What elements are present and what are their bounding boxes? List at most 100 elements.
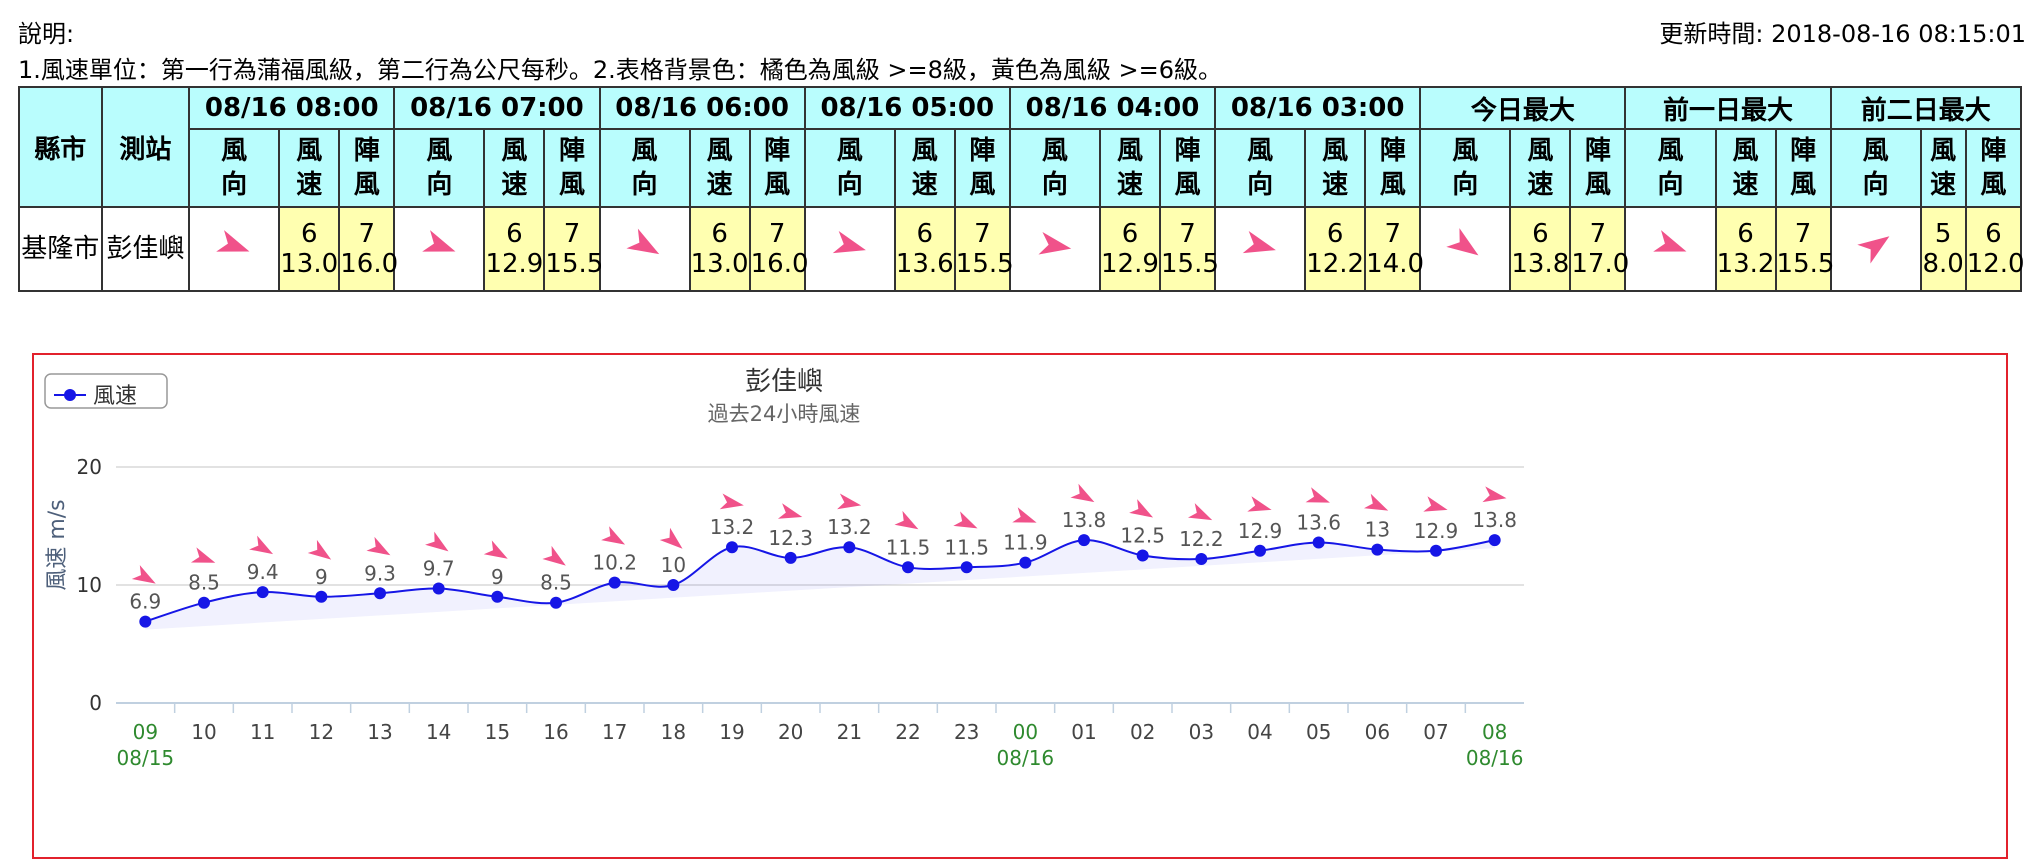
gust-cell: 7 16.0 bbox=[338, 206, 399, 292]
data-point[interactable] bbox=[432, 582, 445, 595]
data-point[interactable] bbox=[1312, 536, 1325, 549]
city-cell: 基隆市 bbox=[18, 206, 103, 292]
gust-level: 7 bbox=[1589, 219, 1607, 249]
wind-arrow-icon bbox=[1363, 493, 1389, 511]
group-header: 08/16 06:00 bbox=[598, 86, 806, 130]
wind-direction-cell bbox=[1419, 206, 1512, 292]
gust-value: 15.5 bbox=[955, 249, 1014, 279]
sub-header: 風 速 bbox=[483, 128, 546, 208]
station-cell: 彭佳嶼 bbox=[100, 206, 191, 292]
legend-box bbox=[44, 373, 168, 409]
wind-direction-cell bbox=[1829, 206, 1922, 292]
x-tick-label: 20 bbox=[778, 720, 803, 744]
data-point[interactable] bbox=[374, 587, 386, 600]
wind-direction-cell bbox=[803, 206, 896, 292]
sub-header: 陣 風 bbox=[338, 128, 396, 208]
data-point[interactable] bbox=[608, 576, 621, 589]
wind-arrow-icon bbox=[216, 229, 250, 252]
sub-header: 風 向 bbox=[1419, 128, 1512, 208]
wind-direction-cell bbox=[188, 206, 281, 292]
gust-value: 16.0 bbox=[750, 249, 809, 279]
data-point[interactable] bbox=[256, 586, 269, 599]
sub-header: 風 向 bbox=[1214, 128, 1307, 208]
wind-arrow-icon bbox=[837, 493, 862, 510]
y-tick-label: 20 bbox=[77, 455, 102, 479]
gust-value: 15.5 bbox=[1776, 249, 1835, 279]
data-point[interactable] bbox=[550, 596, 562, 609]
group-header: 08/16 08:00 bbox=[188, 86, 396, 130]
y-tick-label: 10 bbox=[77, 573, 102, 597]
wind-speed-value: 13.0 bbox=[690, 249, 749, 279]
legend[interactable]: 風速 bbox=[44, 373, 168, 409]
wind-arrow-icon bbox=[425, 531, 449, 552]
wind-level: 6 bbox=[506, 219, 523, 249]
data-point[interactable] bbox=[139, 615, 152, 628]
description-note: 1.風速單位：第一行為蒲福風級，第二行為公尺每秒。2.表格背景色：橘色為風級 >… bbox=[18, 56, 1223, 84]
data-point[interactable] bbox=[843, 541, 856, 554]
x-tick-label: 01 bbox=[1071, 720, 1096, 744]
data-point[interactable] bbox=[198, 596, 210, 609]
data-label: 6.9 bbox=[129, 590, 161, 614]
data-point[interactable] bbox=[784, 551, 797, 564]
group-header: 今日最大 bbox=[1419, 86, 1627, 130]
data-label: 12.3 bbox=[768, 526, 813, 550]
x-tick-label: 09 bbox=[133, 720, 158, 744]
data-point[interactable] bbox=[1195, 553, 1208, 566]
data-point[interactable] bbox=[1488, 534, 1501, 547]
wind-arrow-icon bbox=[1243, 230, 1277, 253]
data-label: 12.9 bbox=[1238, 519, 1283, 543]
wind-speed-value: 12.2 bbox=[1306, 249, 1365, 279]
data-point[interactable] bbox=[667, 579, 680, 591]
gust-value: 14.0 bbox=[1366, 249, 1425, 279]
data-point[interactable] bbox=[726, 541, 738, 554]
wind-arrow-icon bbox=[421, 229, 455, 252]
wind-speed-value: 13.0 bbox=[280, 249, 339, 279]
wind-speed-value: 13.8 bbox=[1511, 249, 1570, 279]
wind-arrow-icon bbox=[601, 526, 626, 545]
data-label: 10 bbox=[661, 553, 686, 577]
data-point[interactable] bbox=[491, 590, 504, 603]
data-point[interactable] bbox=[1254, 544, 1266, 557]
wind-speed-value: 8.0 bbox=[1922, 249, 1964, 279]
wind-speed-cell: 6 13.2 bbox=[1714, 206, 1777, 292]
data-point[interactable] bbox=[902, 561, 914, 574]
data-point[interactable] bbox=[960, 561, 973, 574]
x-tick-label: 12 bbox=[309, 720, 334, 744]
x-date-label: 08/16 bbox=[1466, 746, 1524, 770]
gust-value: 12.0 bbox=[1966, 249, 2025, 279]
wind-direction-cell bbox=[1214, 206, 1307, 292]
wind-speed-cell: 6 13.0 bbox=[278, 206, 341, 292]
wind-arrow-icon bbox=[1857, 235, 1890, 264]
data-label: 12.5 bbox=[1120, 524, 1165, 548]
group-header: 08/16 03:00 bbox=[1214, 86, 1422, 130]
x-tick-label: 05 bbox=[1306, 720, 1331, 744]
x-tick-label: 17 bbox=[602, 720, 627, 744]
sub-header: 風 速 bbox=[278, 128, 341, 208]
data-label: 13.2 bbox=[827, 515, 872, 539]
data-point[interactable] bbox=[1136, 549, 1149, 562]
gust-value: 15.5 bbox=[1160, 249, 1219, 279]
group-header: 08/16 04:00 bbox=[1008, 86, 1217, 130]
y-tick-label: 0 bbox=[89, 691, 102, 715]
data-point[interactable] bbox=[1371, 543, 1384, 556]
gust-cell: 7 16.0 bbox=[748, 206, 809, 292]
gust-value: 17.0 bbox=[1571, 249, 1630, 279]
data-point[interactable] bbox=[1078, 534, 1090, 547]
data-point[interactable] bbox=[315, 590, 328, 603]
gust-value: 16.0 bbox=[340, 249, 399, 279]
sub-header: 風 速 bbox=[1304, 128, 1367, 208]
wind-speed-value: 13.2 bbox=[1716, 249, 1775, 279]
wind-arrow-icon bbox=[626, 228, 659, 254]
x-tick-label: 11 bbox=[250, 720, 275, 744]
data-point[interactable] bbox=[1430, 544, 1442, 557]
data-point[interactable] bbox=[1019, 556, 1032, 569]
gust-cell: 7 15.5 bbox=[1158, 206, 1219, 292]
sub-header: 風 向 bbox=[598, 128, 691, 208]
gust-level: 7 bbox=[1384, 219, 1401, 249]
wind-speed-value: 12.9 bbox=[485, 249, 544, 279]
sub-header: 陣 風 bbox=[1964, 128, 2023, 208]
data-label: 13.8 bbox=[1062, 508, 1107, 532]
y-axis-label: 風速 m/s bbox=[45, 499, 70, 590]
wind-arrow-icon bbox=[777, 503, 803, 519]
description-title: 說明: bbox=[18, 20, 75, 48]
